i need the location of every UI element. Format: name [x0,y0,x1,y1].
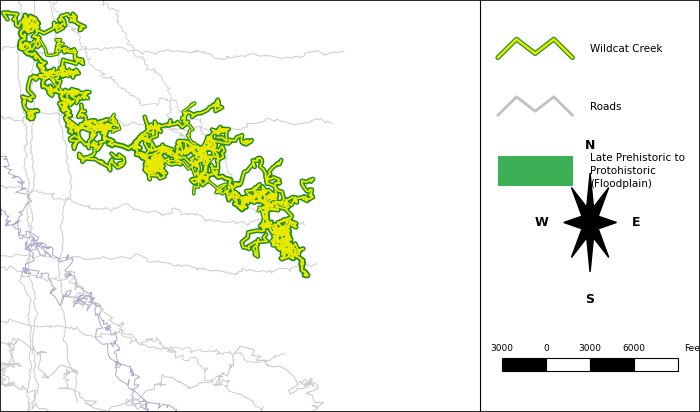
Text: 3000: 3000 [491,344,514,353]
Bar [634,358,678,371]
Text: S: S [586,293,594,306]
Text: 3000: 3000 [579,344,601,353]
Text: W: W [535,216,548,229]
Text: Wildcat Creek: Wildcat Creek [590,44,663,54]
Bar [502,358,546,371]
Text: 0: 0 [543,344,549,353]
Text: 6000: 6000 [622,344,645,353]
Text: Roads: Roads [590,102,622,112]
Text: N: N [585,139,595,152]
Text: Feet: Feet [685,344,700,353]
Bar [590,358,634,371]
Bar [546,358,590,371]
Text: E: E [632,216,640,229]
Text: Late Prehistoric to
Protohistoric
(Floodplain): Late Prehistoric to Protohistoric (Flood… [590,153,685,189]
Polygon shape [564,173,617,272]
Bar [498,156,573,186]
